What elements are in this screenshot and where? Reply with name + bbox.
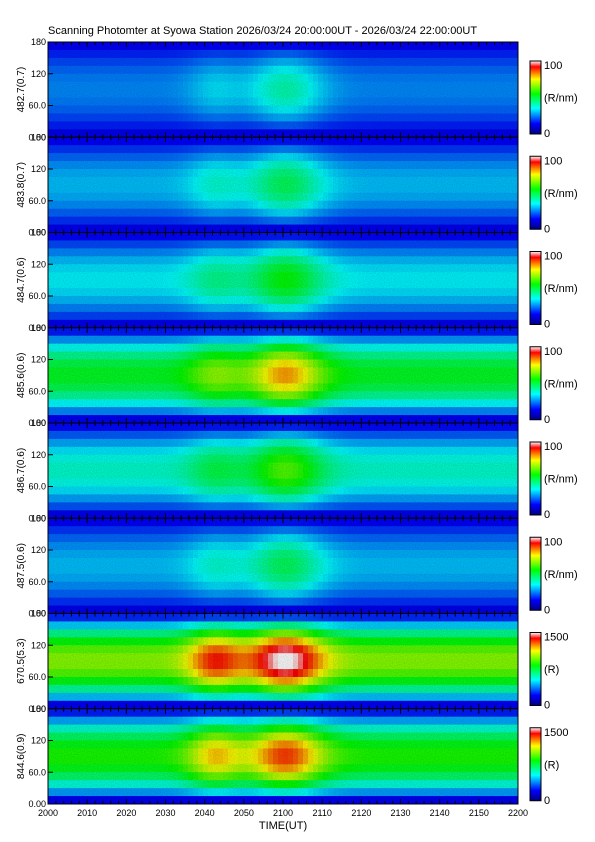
colorbar-min-label: 0 <box>544 128 550 140</box>
panel-ylabel: 483.8(0.7) <box>16 162 27 208</box>
y-tick-label: 180 <box>31 228 46 238</box>
y-tick-label: 0.00 <box>28 132 46 142</box>
colorbar-max-label: 100 <box>544 155 562 167</box>
heatmap-texture <box>48 137 518 233</box>
colorbar-unit-label: (R/nm) <box>544 283 578 295</box>
colorbar-min-label: 0 <box>544 319 550 331</box>
colorbar <box>529 155 542 230</box>
y-tick-label: 60.0 <box>28 291 46 301</box>
colorbar-unit-label: (R/nm) <box>544 93 578 105</box>
colorbar-max-label: 100 <box>544 60 562 72</box>
y-tick-label: 120 <box>31 259 46 269</box>
y-tick-label: 0.00 <box>28 323 46 333</box>
colorbar-max-label: 100 <box>544 251 562 263</box>
heatmap-texture <box>48 232 518 328</box>
y-tick-label: 180 <box>31 132 46 142</box>
y-tick-label: 120 <box>31 69 46 79</box>
y-tick-label: 180 <box>31 37 46 47</box>
y-tick-label: 60.0 <box>28 101 46 111</box>
panel-3: 0.00 60.0 120 180 484.7(0.6) 100 (R/nm) 0 <box>16 228 578 333</box>
heatmap-texture <box>48 42 518 138</box>
panel-ylabel: 482.7(0.7) <box>16 67 27 113</box>
panel-ylabel: 484.7(0.6) <box>16 257 27 303</box>
panel-2: 0.00 60.0 120 180 483.8(0.7) 100 (R/nm) 0 <box>16 132 578 237</box>
y-tick-label: 0.00 <box>28 228 46 238</box>
colorbar-min-label: 0 <box>544 223 550 235</box>
colorbar <box>529 251 542 325</box>
heatmap-texture <box>48 327 518 423</box>
y-tick-label: 60.0 <box>28 196 46 206</box>
chart-title: Scanning Photomter at Syowa Station 2026… <box>48 25 478 37</box>
panel-1: 0.00 60.0 120 180 482.7(0.7) 100 (R/nm) 0 <box>16 37 578 142</box>
colorbar <box>529 60 542 135</box>
y-tick-label: 120 <box>31 164 46 174</box>
colorbar-unit-label: (R/nm) <box>544 188 578 200</box>
